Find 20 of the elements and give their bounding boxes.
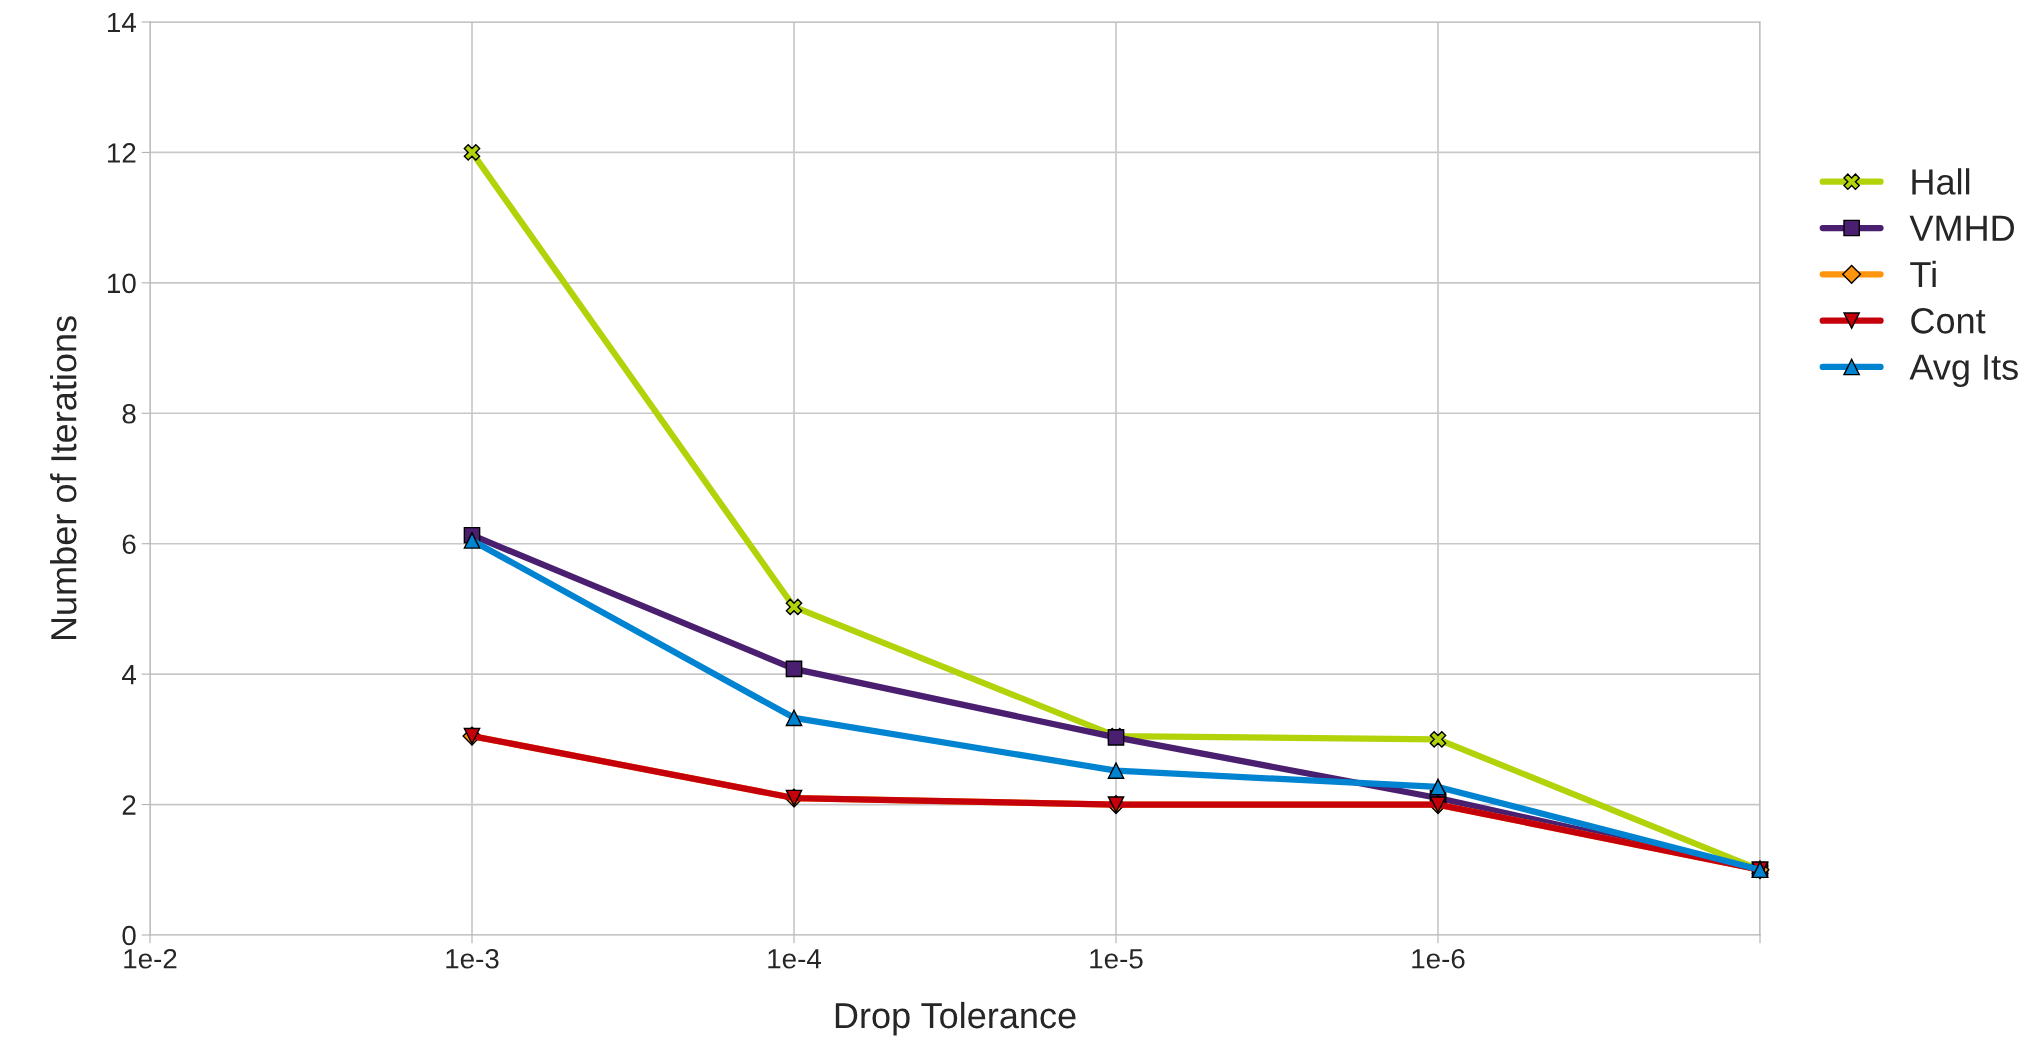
legend-label: Ti: [1910, 260, 1936, 287]
y-tick-label: 10: [108, 273, 136, 294]
x-tick-label: 1e-5: [1090, 949, 1143, 969]
y-tick-label: 12: [108, 143, 136, 163]
legend-label: VMHD: [1909, 215, 2015, 241]
y-tick-label: 4: [122, 665, 136, 685]
legend-label: Cont: [1911, 308, 1986, 334]
y-tick-label: 8: [122, 403, 136, 424]
y-tick-label: 0: [122, 925, 136, 946]
legend-label: Hall: [1912, 168, 1970, 195]
y-tick-label: 6: [122, 534, 136, 555]
y-tick-label: 2: [122, 795, 136, 815]
y-axis-title: Number of Iterations: [50, 316, 77, 640]
legend-label: Avg Its: [1909, 354, 2018, 388]
x-tick-label: 1e-3: [446, 948, 499, 969]
x-tick-label: 1e-2: [124, 948, 177, 969]
x-tick-label: 1e-4: [768, 949, 821, 969]
x-tick-label: 1e-6: [1412, 948, 1465, 969]
y-tick-label: 14: [108, 12, 136, 33]
x-axis-title: Drop Tolerance: [835, 1001, 1076, 1036]
